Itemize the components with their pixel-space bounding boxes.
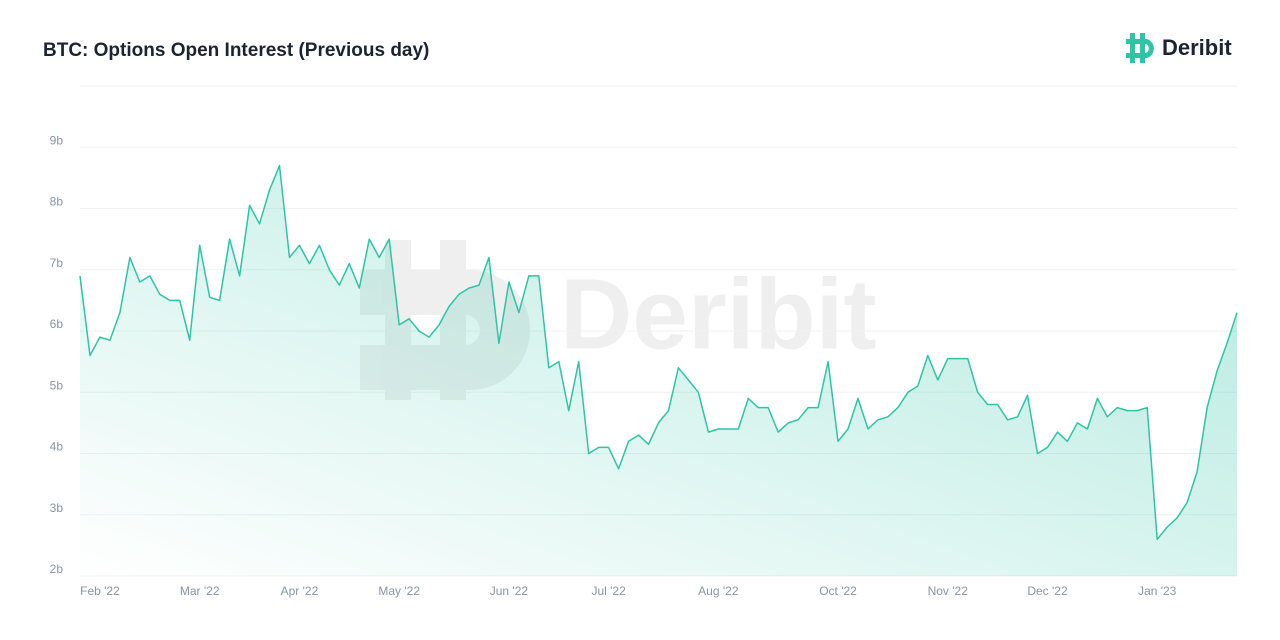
area [80, 165, 1237, 576]
y-tick-label: 5b [50, 378, 64, 392]
x-tick-label: Jul '22 [591, 584, 626, 598]
x-tick-label: Apr '22 [281, 584, 319, 598]
chart-title: BTC: Options Open Interest (Previous day… [43, 40, 429, 61]
x-tick-label: Aug '22 [698, 584, 739, 598]
x-tick-label: Dec '22 [1027, 584, 1068, 598]
y-tick-label: 4b [50, 440, 64, 454]
x-tick-label: Feb '22 [80, 584, 120, 598]
line [79, 164, 1238, 541]
x-tick-label: Jun '22 [490, 584, 529, 598]
y-tick-label: 8b [50, 195, 64, 209]
x-tick-label: May '22 [378, 584, 420, 598]
y-tick-label: 2b [50, 562, 64, 576]
x-tick-label: Mar '22 [180, 584, 220, 598]
y-tick-label: 6b [50, 317, 64, 331]
x-tick-label: Nov '22 [928, 584, 969, 598]
y-tick-label: 9b [50, 133, 64, 147]
x-tick-label: Jan '23 [1138, 584, 1177, 598]
y-tick-label: 7b [50, 256, 64, 270]
y-tick-label: 3b [50, 501, 64, 515]
watermark-text: Deribit [560, 258, 877, 370]
logo-text: Deribit [1162, 35, 1232, 60]
x-tick-label: Oct '22 [819, 584, 857, 598]
logo: Deribit [1126, 33, 1232, 63]
